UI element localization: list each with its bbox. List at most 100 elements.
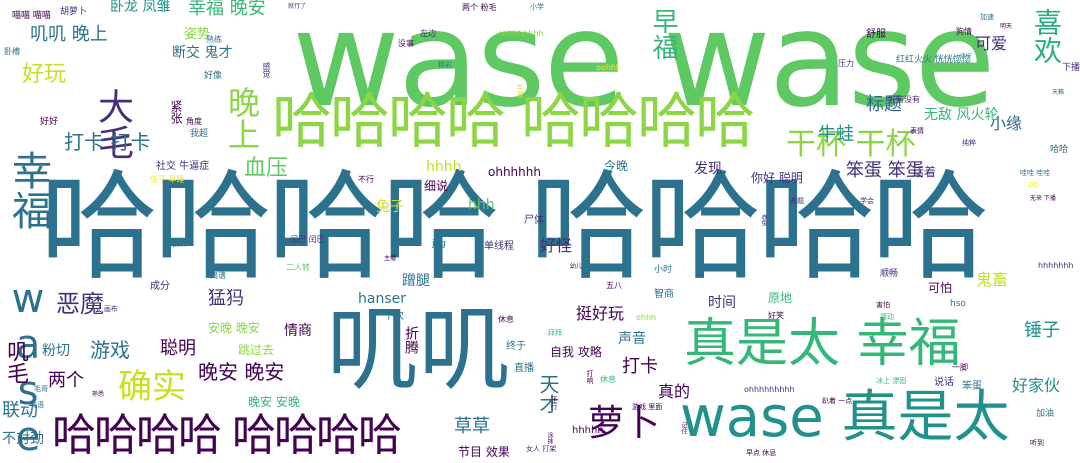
word: 紧张 <box>169 100 183 124</box>
word: 好家伙 <box>1012 376 1061 395</box>
word: 血压 <box>244 156 289 181</box>
word: 终于 <box>506 341 526 352</box>
word: 可怕 <box>928 281 953 295</box>
word: 笨蛋 笨蛋 <box>846 160 924 181</box>
word: 明天 <box>1000 23 1013 30</box>
word: 无敌 风火轮 <box>924 107 999 123</box>
word: 哈哈 <box>1050 145 1069 155</box>
word: 早福 <box>648 8 678 60</box>
word: 断交 鬼才 <box>172 45 233 61</box>
word: 休息 <box>600 375 616 384</box>
word: 游戏 里面 <box>632 403 663 411</box>
word: 确实 <box>118 367 186 407</box>
word: hhhhh <box>572 425 604 436</box>
word: 卧槽 <box>4 47 20 56</box>
word: 二人转 <box>286 263 310 272</box>
word: 兔子 早睡 <box>150 175 185 184</box>
word: 表情 <box>910 127 924 135</box>
word: 叽叽 晚上 <box>30 24 108 45</box>
word: 命题 <box>790 197 804 205</box>
word: 纯粹 <box>962 139 976 147</box>
word: ohhh <box>636 313 657 322</box>
word: 自我 攻略 <box>550 345 602 359</box>
word: 哈哈哈哈 哈哈哈哈 <box>40 158 990 296</box>
word: 无来 下播 <box>1030 195 1056 202</box>
word: 蹭腿 <box>402 273 430 289</box>
word: 打响 <box>586 370 594 384</box>
word: 智商 <box>654 289 674 300</box>
word: 熟悉 <box>92 391 105 398</box>
word: ohhhhhhhhh <box>744 385 795 394</box>
word: 幸福 晚安 <box>188 0 266 19</box>
word: 牛逼 <box>516 84 524 98</box>
word: 情商 <box>284 323 312 339</box>
word: 游戏 <box>90 338 130 362</box>
word: 晚上 <box>223 86 261 150</box>
word: 舒服 <box>866 29 886 40</box>
word: 好玩 <box>22 62 67 87</box>
word: 喜欢 <box>1030 8 1063 64</box>
word: 笨蛋 <box>962 381 982 392</box>
word: 今晚 <box>604 159 629 173</box>
word: 晚安 晚安 <box>198 360 285 384</box>
word: 没事 <box>398 39 414 48</box>
word: 你好 聪明 <box>751 171 803 185</box>
word: 下次 <box>384 311 404 322</box>
word: hhh <box>468 197 495 213</box>
word: 干杯 干杯 <box>786 127 916 162</box>
word: 恶魔 <box>56 290 104 318</box>
word: 小时 <box>654 265 673 275</box>
word: 好怪 <box>540 236 573 255</box>
word: 打卡 打卡 <box>64 130 151 154</box>
word: 牛蛙 <box>818 124 854 145</box>
word: 草草 <box>454 416 490 437</box>
word: wase 真是太 <box>680 385 1010 450</box>
word: 尸体 <box>524 215 544 226</box>
word: 狗情 <box>956 27 972 36</box>
word: 哈哈哈哈 哈哈哈哈 <box>272 87 755 157</box>
word: 感觉 <box>262 62 271 78</box>
word: 叽毛 <box>3 340 28 384</box>
word: 画布 <box>104 305 118 313</box>
word: 跳过去 <box>238 343 275 357</box>
word: 主播 <box>384 255 397 262</box>
word: jpg <box>432 239 446 249</box>
word: 天籁 <box>1052 89 1065 96</box>
word: 安晚 晚安 <box>208 321 260 335</box>
word: 时间 <box>708 295 736 311</box>
word: 标题 <box>866 94 902 115</box>
word: 哈哈哈哈 哈哈哈哈 <box>52 410 402 461</box>
word: 红红火火 恍恍惚惚 <box>896 55 971 65</box>
word: 赤兔 <box>760 214 767 226</box>
word: 一脚 <box>952 363 968 372</box>
word: 社交 牛逼症 <box>156 161 210 172</box>
word: 记住 <box>680 422 687 434</box>
word: 休息 <box>498 315 514 324</box>
word: 天才 <box>536 374 560 414</box>
word: 涂抹 <box>546 432 553 444</box>
word: 单线程 <box>484 241 514 252</box>
word: 趴着 一点 <box>822 397 853 405</box>
word: 打卡 <box>622 356 658 377</box>
word: 不行 <box>358 175 374 184</box>
word: 拜拜 <box>548 329 562 337</box>
word: 早点 休息 <box>746 449 777 457</box>
word: 兔子 <box>376 199 404 215</box>
word: 下播 <box>1062 63 1080 73</box>
word: 感动 <box>880 313 894 321</box>
word: 还行 <box>550 396 558 410</box>
word: 成分 <box>150 281 170 292</box>
word: 不对劲 <box>2 431 44 447</box>
word: 哇哇 哇哇 <box>1020 169 1051 177</box>
word: 左边 <box>420 29 436 38</box>
word: 角度 <box>186 117 202 126</box>
word: 两个 粉毛 <box>462 3 497 12</box>
word: 叽叽 <box>326 296 511 403</box>
word: hhhhhhh <box>1038 261 1074 270</box>
word: 小学 <box>530 3 544 11</box>
word: 真是太 幸福 <box>684 314 961 374</box>
word: 精彩 <box>438 61 452 69</box>
word: 小缘 <box>990 114 1023 133</box>
word: 可爱 <box>975 34 1008 53</box>
